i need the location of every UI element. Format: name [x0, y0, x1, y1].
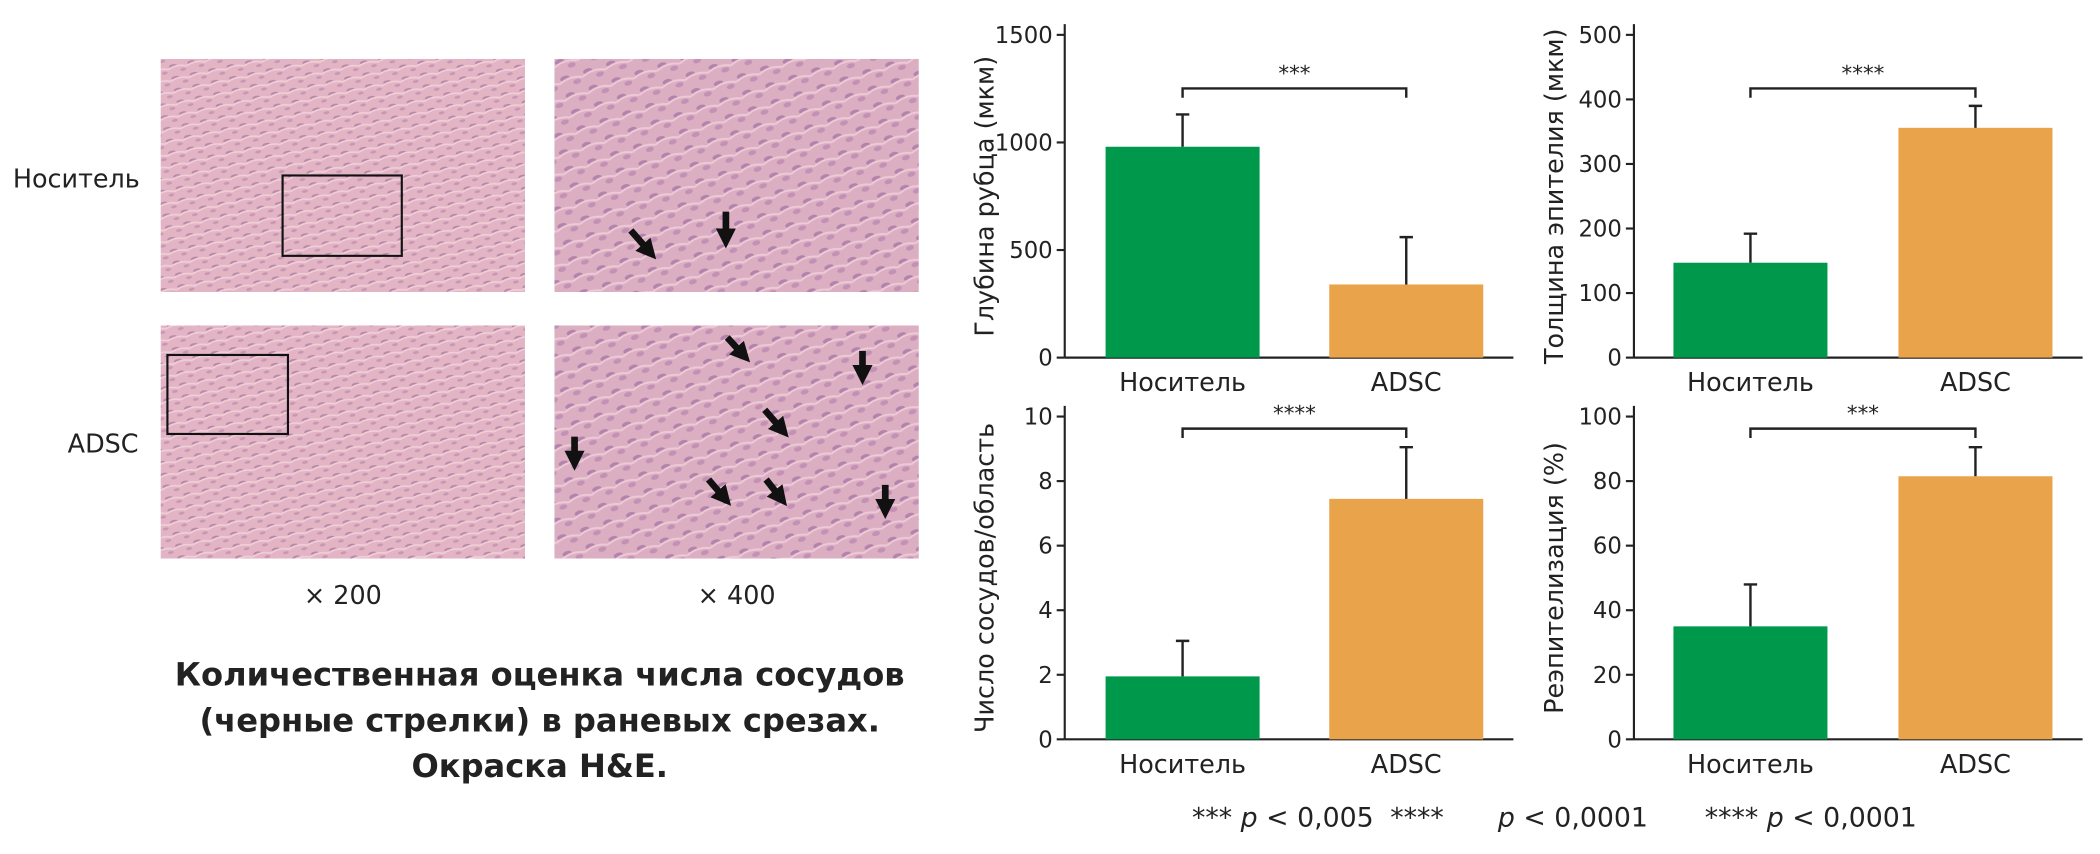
y-tick-label: 500: [1578, 23, 1621, 49]
y-axis-title: Глубина рубца (мкм): [970, 56, 1000, 337]
zoom-box: [281, 174, 403, 257]
y-tick-label: 0: [1038, 346, 1052, 372]
y-tick-label: 1500: [995, 23, 1053, 49]
bar: [1673, 626, 1828, 740]
symbol: p: [1497, 802, 1515, 833]
y-tick-label: 0: [1038, 727, 1052, 753]
symbol: p: [1240, 802, 1258, 833]
y-tick-label: 80: [1593, 469, 1622, 495]
significance-label: ***: [1278, 61, 1310, 86]
significance-bracket: [1181, 427, 1408, 438]
significance-bracket: [1749, 427, 1977, 438]
y-tick-label: 400: [1578, 87, 1621, 113]
magnification: × 200: [304, 580, 382, 610]
x-tick-label: Носитель: [1119, 367, 1246, 397]
marker: ***: [1192, 802, 1232, 833]
caption-line: Количественная оценка числа сосудов: [175, 656, 905, 694]
footnote: *** p < 0,005 **** p < 0,0001 **** p < 0…: [1192, 802, 1917, 833]
y-tick-label: 2: [1038, 663, 1052, 689]
y-tick-label: 10: [1024, 405, 1053, 431]
marker: ****: [1705, 802, 1759, 833]
x-tick-label: ADSC: [1940, 367, 2011, 397]
error-bar: [1743, 583, 1758, 627]
significance-label: ***: [1847, 402, 1879, 427]
y-tick-label: 0: [1607, 346, 1621, 372]
x-tick-label: Носитель: [1687, 367, 1814, 397]
y-axis-title: Число сосудов/область: [970, 423, 1000, 733]
condition: < 0,005: [1266, 802, 1374, 833]
y-tick-label: 4: [1038, 598, 1052, 624]
y-tick-label: 500: [1009, 238, 1052, 264]
y-tick-label: 6: [1038, 534, 1052, 560]
bar: [1898, 476, 2053, 740]
error-bar: [1968, 104, 1983, 128]
y-tick-label: 1000: [995, 130, 1053, 156]
bar: [1105, 146, 1260, 358]
error-bar: [1399, 235, 1413, 285]
x-tick-label: Носитель: [1119, 749, 1246, 779]
x-tick-label: Носитель: [1687, 749, 1814, 779]
y-tick-label: 100: [1578, 281, 1621, 307]
bar: [1898, 127, 2053, 358]
symbol: p: [1766, 802, 1784, 833]
row-label: ADSC: [68, 429, 139, 459]
significance-label: ****: [1273, 402, 1316, 427]
condition: < 0,0001: [1523, 802, 1648, 833]
y-tick-label: 8: [1038, 469, 1052, 495]
significance-label: ****: [1842, 61, 1885, 86]
micrograph: [160, 325, 525, 559]
histology: [160, 58, 919, 559]
caption-line: Окраска H&E.: [411, 747, 668, 785]
error-bar: [1743, 232, 1758, 263]
error-bar: [1399, 446, 1413, 499]
micrograph: [554, 325, 919, 559]
marker: ****: [1390, 802, 1444, 833]
condition: < 0,0001: [1792, 802, 1917, 833]
y-tick-label: 20: [1593, 663, 1622, 689]
bar: [1329, 284, 1484, 358]
y-tick-label: 200: [1578, 217, 1621, 243]
significance-bracket: [1749, 87, 1977, 98]
caption-line: (черные стрелки) в раневых срезах.: [200, 701, 880, 739]
significance-bracket: [1181, 87, 1408, 98]
error-bar: [1968, 446, 1983, 477]
error-bar: [1175, 639, 1190, 677]
caption: Количественная оценка числа сосудов (чер…: [175, 656, 905, 785]
y-tick-label: 100: [1578, 405, 1621, 431]
bar: [1673, 262, 1828, 358]
y-axis-title: Реэпителизация (%): [1539, 442, 1569, 714]
row-label: Носитель: [13, 164, 140, 194]
y-tick-label: 0: [1607, 727, 1621, 753]
bar: [1329, 498, 1484, 740]
y-tick-label: 60: [1593, 534, 1622, 560]
x-tick-label: ADSC: [1371, 367, 1442, 397]
magnification: × 400: [698, 580, 776, 610]
y-tick-label: 40: [1593, 598, 1622, 624]
error-bar: [1175, 113, 1190, 147]
x-tick-label: ADSC: [1371, 749, 1442, 779]
micrograph: [554, 58, 919, 293]
zoom-box: [166, 353, 290, 436]
bar: [1105, 676, 1260, 740]
y-tick-label: 300: [1578, 152, 1621, 178]
x-tick-label: ADSC: [1940, 749, 2011, 779]
y-axis-title: Толщина эпителия (мкм): [1539, 28, 1569, 365]
arrows: [564, 211, 896, 520]
